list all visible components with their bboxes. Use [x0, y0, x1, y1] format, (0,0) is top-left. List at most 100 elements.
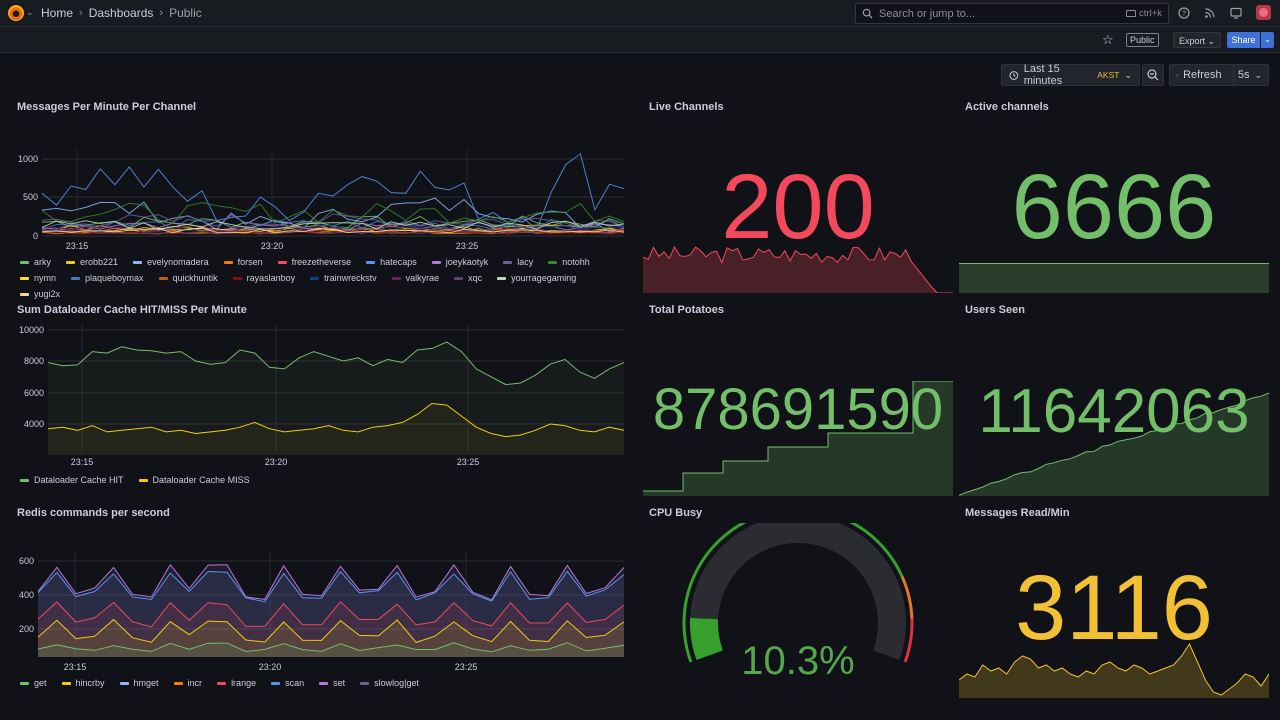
- legend-item[interactable]: freezetheverse: [277, 257, 351, 267]
- legend-swatch: [431, 260, 441, 264]
- panel-title: Sum Dataloader Cache HIT/MISS Per Minute: [17, 304, 247, 316]
- refresh-button[interactable]: Refresh 5s ⌄: [1169, 64, 1269, 86]
- legend-item[interactable]: xqc: [454, 273, 482, 283]
- x-tick-label: 23:20: [259, 662, 282, 672]
- series-area: [48, 342, 624, 455]
- legend-item[interactable]: arky: [20, 257, 51, 267]
- chevron-down-icon: ⌄: [1124, 69, 1132, 80]
- messages-read-panel: Messages Read/Min 3116: [959, 501, 1269, 698]
- stat-value: 200: [721, 156, 875, 258]
- legend-item[interactable]: slowlog|get: [360, 678, 419, 688]
- legend-swatch: [497, 276, 507, 280]
- chevron-down-icon[interactable]: ⌄: [26, 7, 34, 17]
- y-tick-label: 600: [19, 556, 34, 566]
- star-icon[interactable]: ☆: [1102, 32, 1114, 47]
- legend-swatch: [20, 681, 29, 685]
- legend-swatch: [391, 276, 401, 280]
- series-line: [37, 570, 625, 603]
- search-input[interactable]: Search or jump to... ctrl+k: [855, 3, 1169, 24]
- x-tick-label: 23:15: [64, 662, 87, 672]
- time-range-label: Last 15 minutes: [1023, 63, 1063, 87]
- legend-item[interactable]: joeykaotyk: [431, 257, 488, 267]
- panel-title: Live Channels: [649, 101, 724, 113]
- legend-item[interactable]: scan: [271, 678, 304, 688]
- legend-item[interactable]: yourragegaming: [497, 273, 576, 283]
- legend-label: xqc: [468, 273, 483, 283]
- legend-item[interactable]: notohh: [548, 257, 590, 267]
- panel-title: Total Potatoes: [649, 304, 724, 316]
- legend-item[interactable]: lrange: [217, 678, 256, 688]
- legend-item[interactable]: Dataloader Cache HIT: [20, 475, 124, 485]
- legend-item[interactable]: lacy: [503, 257, 533, 267]
- legend-label: quickhuntik: [172, 273, 218, 283]
- legend-item[interactable]: plaqueboymax: [71, 273, 144, 283]
- legend-swatch: [71, 276, 81, 280]
- legend-swatch: [133, 260, 143, 264]
- series-line: [37, 601, 625, 628]
- legend-swatch: [454, 276, 464, 280]
- clock-icon: [1009, 70, 1019, 80]
- legend-item[interactable]: Dataloader Cache MISS: [138, 475, 250, 485]
- legend-item[interactable]: evelynomadera: [133, 257, 209, 267]
- sparkline: [643, 245, 953, 293]
- legend-item[interactable]: hmget: [119, 678, 159, 688]
- series-line: [47, 341, 625, 386]
- time-range-picker[interactable]: Last 15 minutes AKST ⌄: [1001, 63, 1140, 87]
- legend-item[interactable]: nymn: [20, 273, 56, 283]
- redis-chart[interactable]: 600 400 200 23:15 23:20 23:25: [0, 531, 632, 686]
- legend-label: hmget: [133, 678, 159, 688]
- legend-swatch: [20, 260, 29, 264]
- x-tick-label: 23:20: [261, 241, 284, 251]
- breadcrumb-dashboards[interactable]: Dashboards: [88, 6, 154, 20]
- dataloader-chart[interactable]: 10000 8000 6000 4000 23:15 23:20 23:25: [0, 323, 632, 473]
- legend-label: scan: [285, 678, 305, 688]
- export-button[interactable]: Export ⌄: [1173, 32, 1222, 48]
- legend-item[interactable]: erobb221: [66, 257, 118, 267]
- help-icon[interactable]: ?: [1178, 7, 1190, 19]
- legend-item[interactable]: incr: [173, 678, 202, 688]
- public-badge: Public: [1126, 33, 1159, 47]
- legend-item[interactable]: rayaslanboy: [232, 273, 295, 283]
- legend-swatch: [319, 681, 329, 685]
- live-channels-panel: Live Channels 200: [643, 95, 953, 293]
- series-line: [41, 153, 625, 231]
- messages-chart[interactable]: 1000 500 0 23:15 23:20 23:25: [0, 125, 632, 285]
- dashboard-toolbar: ☆ Public Export ⌄ Share ⌄: [0, 27, 1280, 53]
- legend-item[interactable]: quickhuntik: [158, 273, 218, 283]
- legend-label: lrange: [231, 678, 257, 688]
- legend-item[interactable]: yugi2x: [20, 289, 60, 299]
- user-avatar[interactable]: [1256, 5, 1271, 20]
- breadcrumb-home[interactable]: Home: [41, 6, 74, 20]
- sparkline: [643, 381, 953, 496]
- stat-value: 11642063: [978, 377, 1250, 446]
- legend-swatch: [138, 478, 148, 482]
- share-button[interactable]: Share: [1227, 32, 1260, 48]
- legend-item[interactable]: get: [20, 678, 47, 688]
- x-tick-label: 23:15: [71, 457, 94, 467]
- legend-item[interactable]: set: [319, 678, 345, 688]
- series-line: [41, 220, 625, 231]
- rss-icon[interactable]: [1204, 7, 1216, 19]
- legend-item[interactable]: hincrby: [61, 678, 105, 688]
- legend-item[interactable]: forsen: [223, 257, 263, 267]
- sparkline: [959, 642, 1269, 698]
- legend-item[interactable]: trainwreckstv: [310, 273, 377, 283]
- x-tick-label: 23:25: [457, 457, 480, 467]
- gauge-threshold-green: [682, 523, 904, 663]
- legend-item[interactable]: hatecaps: [366, 257, 417, 267]
- grafana-logo-icon[interactable]: [8, 5, 24, 21]
- zoom-out-button[interactable]: [1142, 64, 1164, 86]
- gauge-track: [690, 523, 906, 660]
- dock-menu-icon[interactable]: [1230, 7, 1242, 19]
- legend-swatch: [20, 292, 29, 296]
- chevron-right-icon: ›: [159, 7, 164, 19]
- refresh-interval[interactable]: 5s: [1237, 69, 1250, 81]
- legend-item[interactable]: valkyrae: [391, 273, 439, 283]
- legend-label: notohh: [562, 257, 590, 267]
- cpu-gauge: [682, 523, 914, 663]
- chart-legend: Dataloader Cache HIT Dataloader Cache MIS…: [20, 475, 620, 485]
- legend-label: yourragegaming: [511, 273, 577, 283]
- series-line: [41, 202, 625, 224]
- share-dropdown-chevron-icon[interactable]: ⌄: [1261, 32, 1274, 48]
- panel-title: Messages Per Minute Per Channel: [17, 101, 197, 113]
